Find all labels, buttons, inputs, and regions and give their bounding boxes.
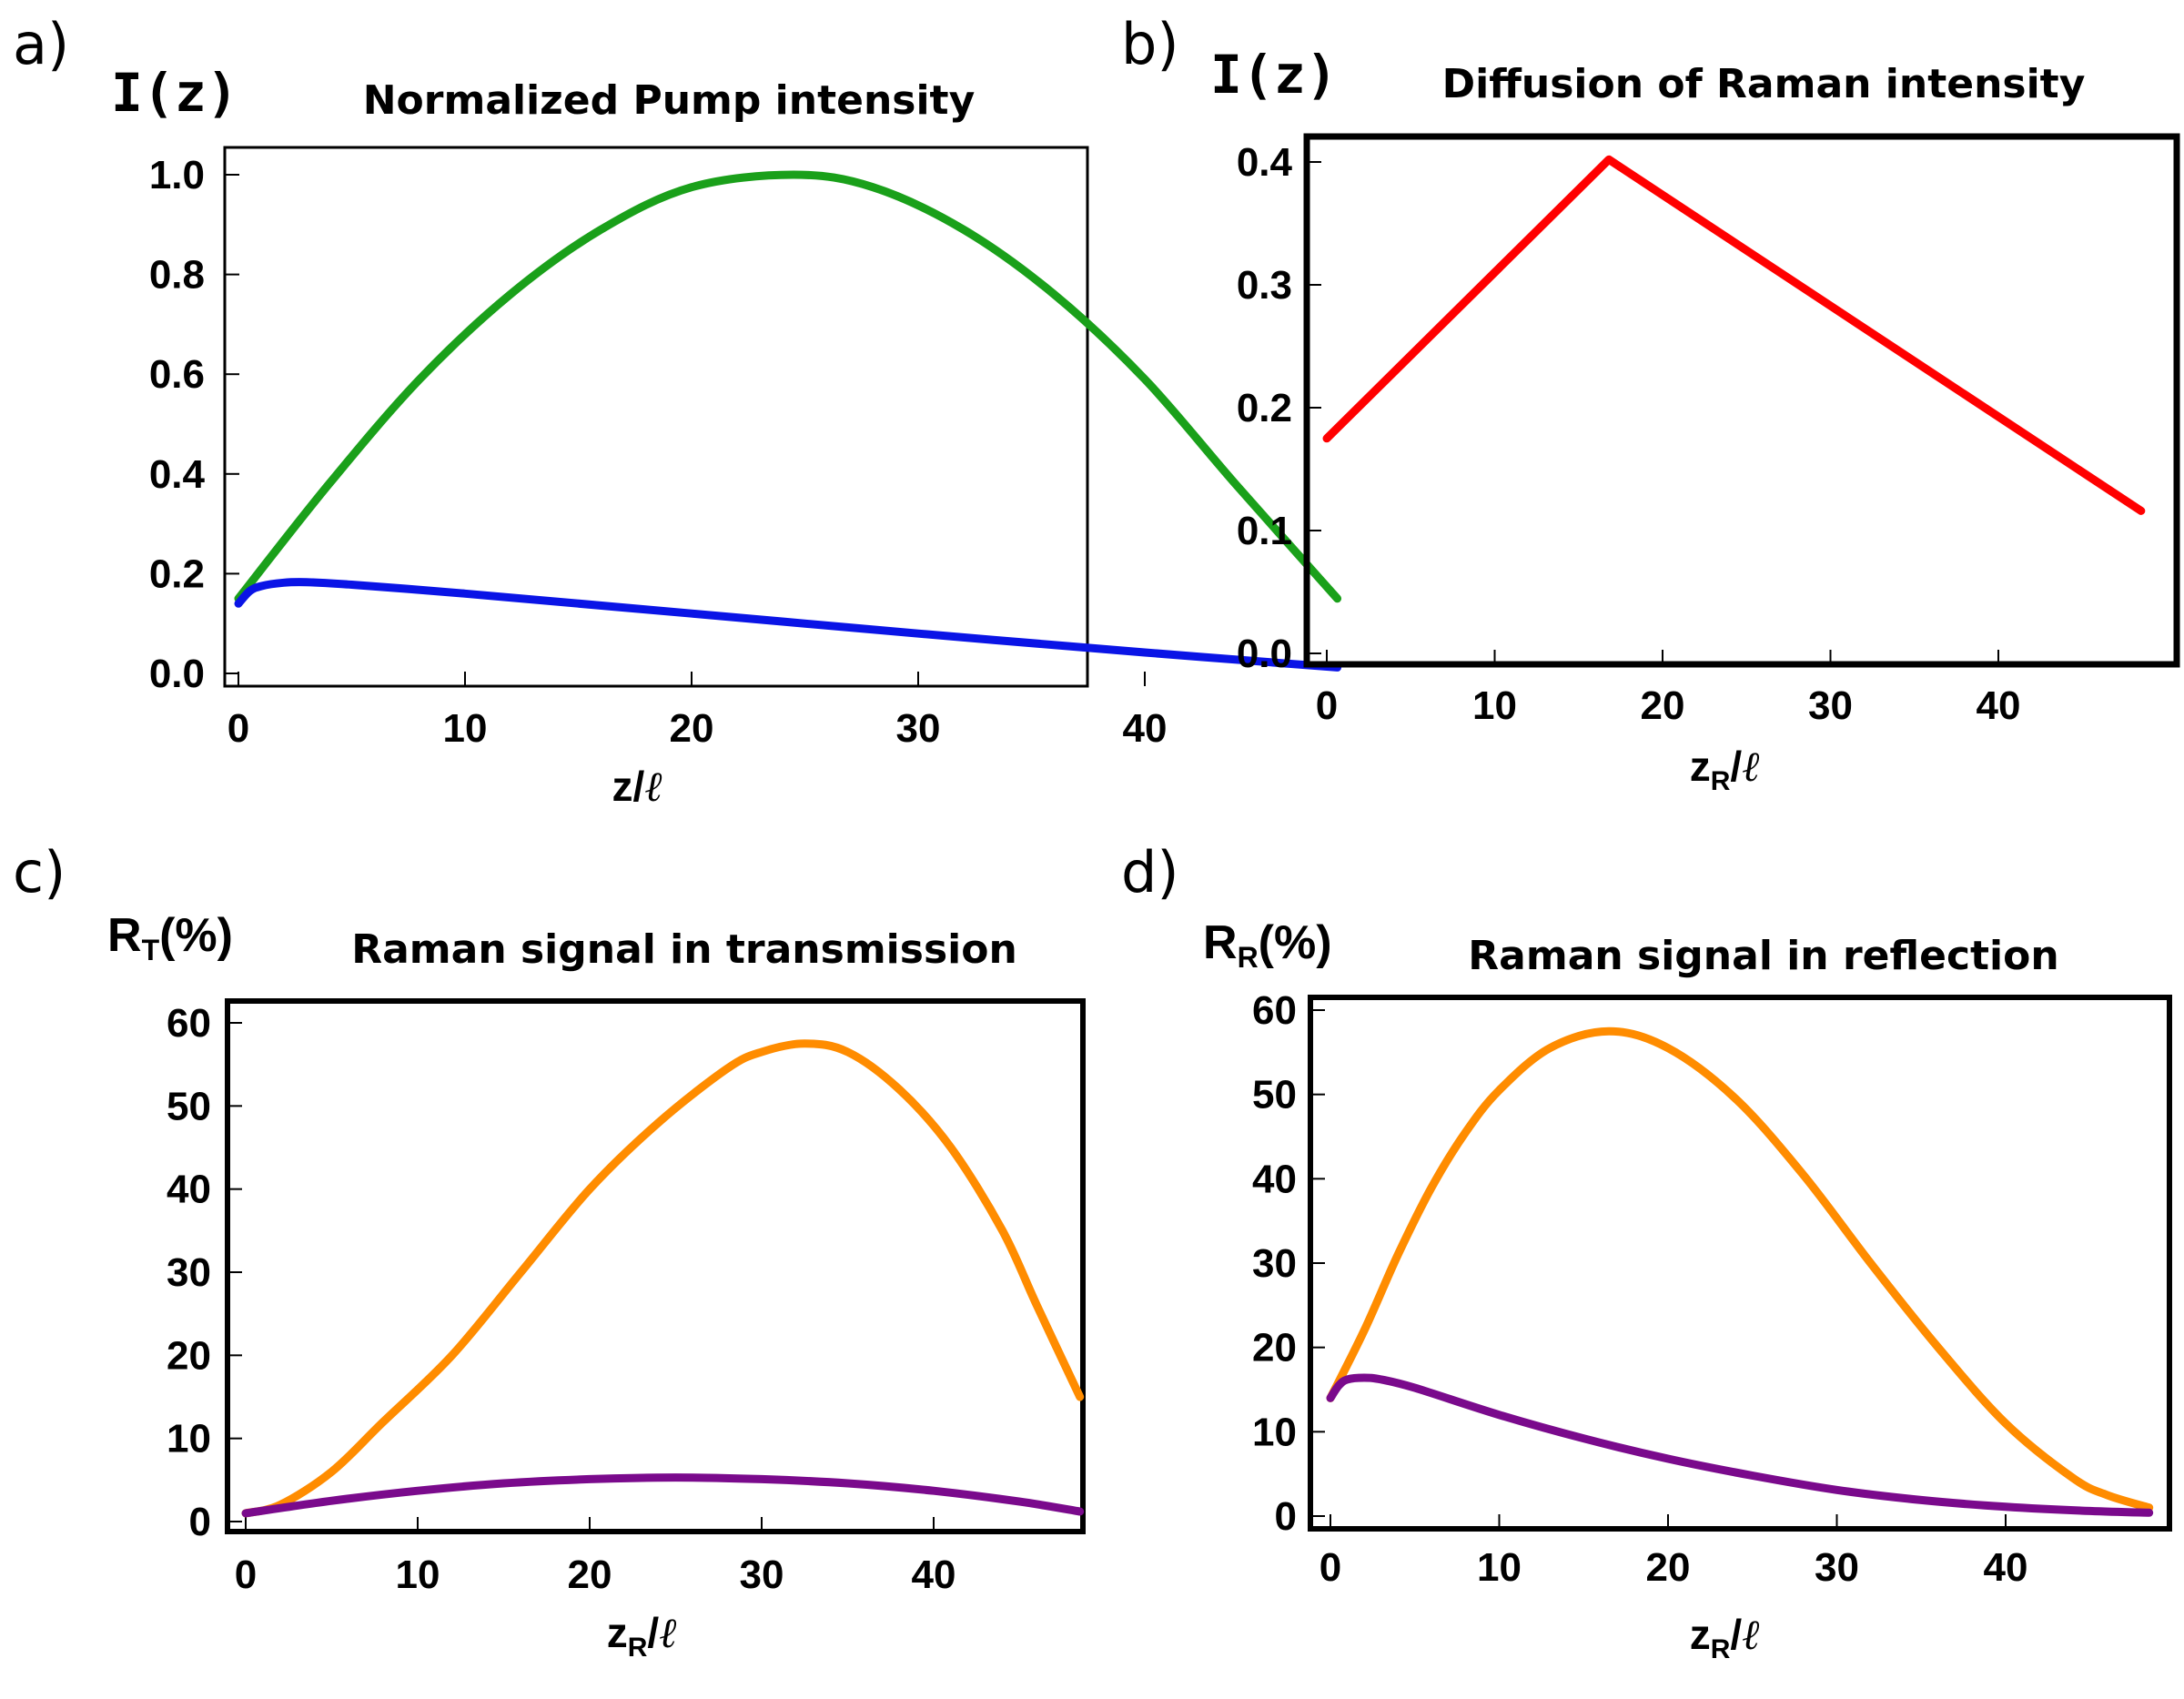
y-tick-label: 0: [189, 1500, 211, 1544]
y-tick-label: 60: [167, 1001, 211, 1046]
y-tick-label: 60: [1252, 988, 1297, 1033]
panel-d: d) RR(%) Raman signal in reflection 0 10 2…: [1121, 839, 2172, 1664]
panel-d-series: [1326, 1026, 2154, 1517]
y-tick-label: 0.6: [149, 352, 205, 397]
y-tick-label: 0.2: [1237, 386, 1292, 430]
y-tick-label: 50: [1252, 1073, 1297, 1117]
panel-b-ticks: 0.0 0.1 0.2 0.3 0.4 0 10 20 30 40: [1237, 140, 2021, 728]
panel-c: c) RT(%) Raman signal in transmission 0 1…: [13, 839, 1086, 1663]
panel-a-title: Normalized Pump intensity: [363, 77, 976, 124]
panel-c-frame: [225, 998, 1086, 1534]
y-tick-label: 0: [1275, 1494, 1297, 1539]
x-tick-label: 40: [1123, 706, 1168, 751]
y-tick-label: 40: [167, 1168, 211, 1212]
x-tick-label: 10: [443, 706, 488, 751]
x-tick-label: 40: [1977, 683, 2021, 728]
panel-c-label: c): [13, 839, 66, 905]
panel-c-ticks: 0 10 20 30 40 50 60 0 10 20 30 40: [167, 1001, 956, 1597]
series-red-line: [1322, 155, 2146, 515]
x-tick-label: 40: [1984, 1545, 2028, 1590]
x-tick-label: 10: [396, 1552, 440, 1597]
y-tick-label: 20: [1252, 1326, 1297, 1370]
x-tick-label: 0: [228, 706, 249, 751]
panel-a-label: a): [13, 11, 69, 77]
x-tick-label: 0: [1320, 1545, 1341, 1590]
series-purple-line: [241, 1473, 1085, 1518]
y-tick-label: 50: [167, 1084, 211, 1128]
x-tick-label: 20: [670, 706, 714, 751]
panel-a-ticks: 0.0 0.2 0.4 0.6 0.8 1.0 0 10 20 30 40: [149, 153, 1168, 751]
panel-b-title: Diffusion of Raman intensity: [1442, 61, 2086, 107]
x-tick-label: 10: [1472, 683, 1517, 728]
panel-c-ylabel: RT(%): [107, 909, 233, 966]
panel-c-xlabel: zR/ℓ: [607, 1608, 677, 1663]
x-tick-label: 0: [1316, 683, 1338, 728]
series-orange-line: [1326, 1026, 2154, 1512]
y-tick-label: 0.0: [1237, 632, 1292, 676]
x-tick-label: 20: [1641, 683, 1685, 728]
y-tick-label: 0.2: [149, 551, 205, 596]
panel-b-ylabel: I(z): [1210, 44, 1338, 106]
x-tick-label: 30: [740, 1552, 784, 1597]
x-tick-label: 30: [1808, 683, 1853, 728]
series-green-line: [234, 170, 1342, 603]
x-tick-label: 30: [1815, 1545, 1859, 1590]
panel-d-title: Raman signal in reflection: [1468, 933, 2058, 979]
panel-b: b) I(z) Diffusion of Raman intensity 0.0…: [1121, 11, 2180, 796]
series-purple-line: [1326, 1373, 2154, 1517]
panel-d-ylabel: RR(%): [1203, 916, 1332, 974]
panel-d-xlabel: zR/ℓ: [1690, 1610, 1760, 1664]
panel-a-series: [234, 170, 1342, 672]
panel-b-label: b): [1121, 11, 1179, 77]
y-tick-label: 40: [1252, 1157, 1297, 1201]
series-orange-line: [241, 1039, 1085, 1518]
panel-c-title: Raman signal in transmission: [351, 926, 1017, 973]
y-tick-label: 0.3: [1237, 263, 1292, 308]
y-tick-label: 10: [167, 1417, 211, 1461]
x-tick-label: 10: [1477, 1545, 1522, 1590]
y-tick-label: 20: [167, 1333, 211, 1378]
x-tick-label: 30: [896, 706, 941, 751]
series-blue-line: [234, 578, 1342, 672]
x-tick-label: 40: [912, 1552, 956, 1597]
x-tick-label: 0: [235, 1552, 257, 1597]
panel-d-ticks: 0 10 20 30 40 50 60 0 10 20 30 40: [1252, 988, 2027, 1590]
panel-b-series: [1322, 155, 2146, 515]
panel-b-frame: [1303, 133, 2180, 668]
panel-a-frame: [223, 146, 1089, 688]
panel-d-label: d): [1121, 839, 1179, 905]
panel-b-xlabel: zR/ℓ: [1690, 742, 1760, 796]
y-tick-label: 0.4: [149, 452, 206, 497]
y-tick-label: 0.1: [1237, 509, 1292, 553]
panel-a: a) I(z) Normalized Pump intensity 0.0 0.2…: [13, 11, 1342, 811]
panel-a-xlabel: z/ℓ: [612, 762, 663, 811]
panel-a-ylabel: I(z): [111, 62, 238, 124]
y-tick-label: 1.0: [149, 153, 205, 197]
x-tick-label: 20: [1646, 1545, 1691, 1590]
y-tick-label: 0.0: [149, 652, 205, 696]
y-tick-label: 0.4: [1237, 140, 1293, 185]
y-tick-label: 10: [1252, 1410, 1297, 1454]
panel-c-series: [241, 1039, 1085, 1518]
y-tick-label: 0.8: [149, 253, 205, 298]
x-tick-label: 20: [568, 1552, 612, 1597]
y-tick-label: 30: [167, 1250, 211, 1295]
y-tick-label: 30: [1252, 1241, 1297, 1286]
